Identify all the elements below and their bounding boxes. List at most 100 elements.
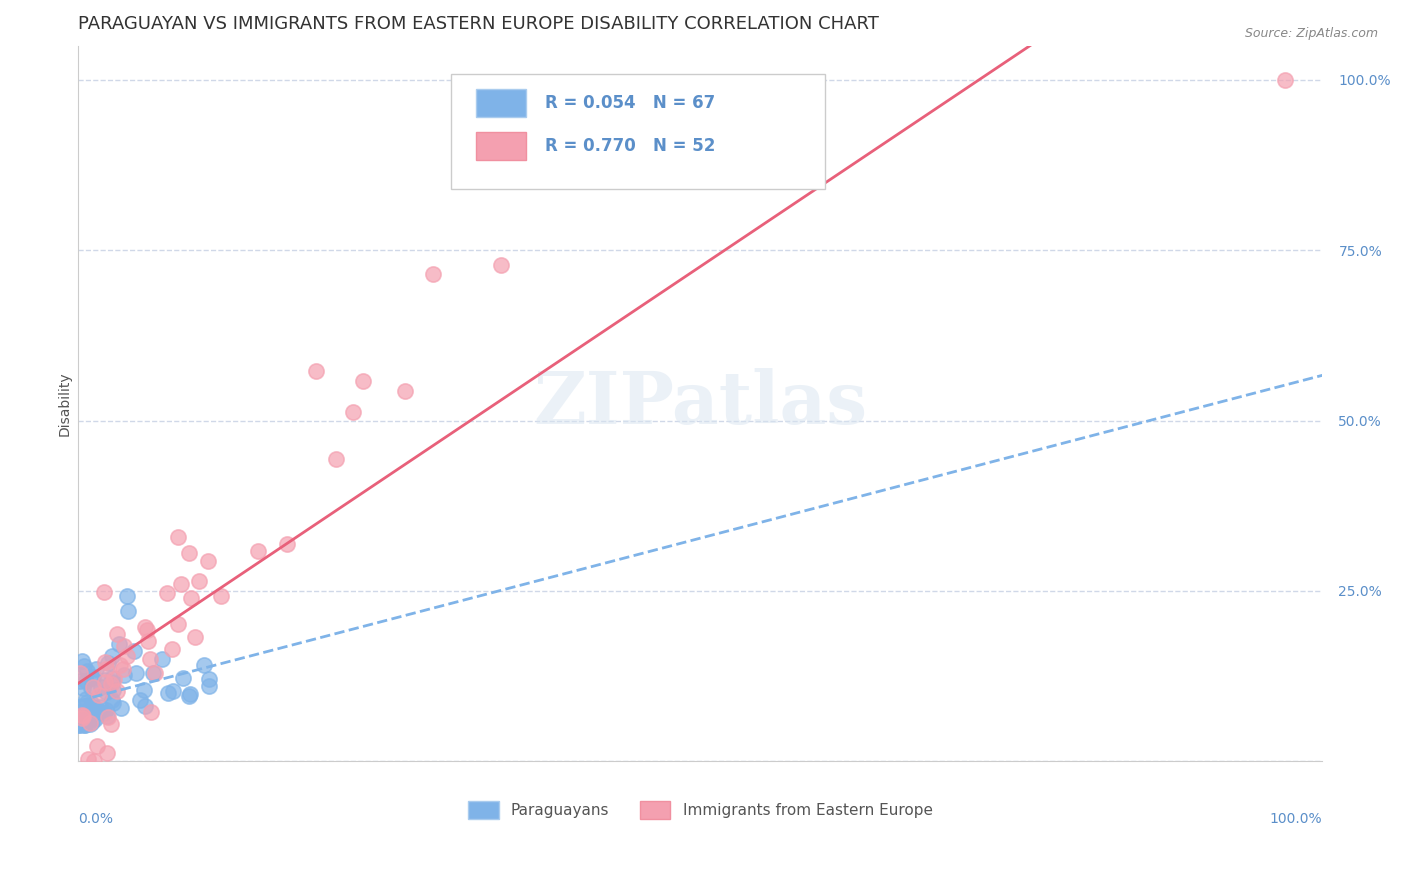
Paraguayans	[80, 672, 103, 686]
Immigrants from Eastern Europe	[246, 544, 269, 558]
Paraguayans	[80, 681, 103, 695]
Paraguayans	[80, 699, 103, 714]
Immigrants from Eastern Europe	[180, 591, 202, 605]
Immigrants from Eastern Europe	[136, 633, 159, 648]
Immigrants from Eastern Europe	[69, 665, 91, 680]
Immigrants from Eastern Europe	[87, 689, 110, 703]
Immigrants from Eastern Europe	[96, 747, 118, 761]
Paraguayans	[132, 682, 155, 697]
Immigrants from Eastern Europe	[325, 451, 347, 466]
Paraguayans	[75, 691, 97, 706]
Paraguayans	[84, 712, 107, 726]
Paraguayans	[128, 693, 150, 707]
Paraguayans	[124, 665, 146, 680]
Paraguayans	[101, 671, 124, 685]
Paraguayans	[75, 707, 97, 722]
Immigrants from Eastern Europe	[197, 554, 219, 568]
Paraguayans	[179, 688, 201, 702]
Immigrants from Eastern Europe	[209, 589, 232, 603]
Immigrants from Eastern Europe	[167, 616, 190, 631]
Immigrants from Eastern Europe	[72, 711, 94, 725]
Paraguayans	[172, 671, 194, 685]
Immigrants from Eastern Europe	[112, 662, 135, 676]
Paraguayans	[101, 649, 124, 664]
Paraguayans	[97, 657, 120, 671]
Immigrants from Eastern Europe	[93, 585, 115, 599]
Paraguayans	[69, 673, 91, 688]
Paraguayans	[89, 704, 111, 718]
Paraguayans	[198, 673, 221, 687]
Paraguayans	[86, 661, 108, 675]
Immigrants from Eastern Europe	[394, 384, 416, 398]
Paraguayans	[179, 689, 201, 703]
Text: 100.0%: 100.0%	[1270, 812, 1323, 825]
Y-axis label: Disability: Disability	[58, 371, 72, 436]
Paraguayans	[79, 717, 101, 731]
Paraguayans	[193, 658, 215, 673]
Paraguayans	[93, 706, 115, 721]
Text: R = 0.054   N = 67: R = 0.054 N = 67	[544, 94, 716, 112]
Paraguayans	[80, 714, 103, 729]
Immigrants from Eastern Europe	[135, 624, 157, 638]
Paraguayans	[67, 718, 90, 732]
Immigrants from Eastern Europe	[105, 627, 128, 641]
Paraguayans	[100, 692, 122, 706]
Text: ZIPatlas: ZIPatlas	[533, 368, 868, 439]
Paraguayans	[75, 711, 97, 725]
Immigrants from Eastern Europe	[83, 754, 105, 768]
Immigrants from Eastern Europe	[139, 705, 162, 719]
Paraguayans	[122, 644, 145, 658]
Immigrants from Eastern Europe	[170, 577, 193, 591]
Immigrants from Eastern Europe	[105, 684, 128, 698]
Immigrants from Eastern Europe	[179, 546, 201, 560]
Immigrants from Eastern Europe	[276, 537, 298, 551]
Paraguayans	[117, 589, 139, 603]
Paraguayans	[156, 686, 179, 700]
Paraguayans	[75, 673, 97, 688]
Immigrants from Eastern Europe	[166, 529, 188, 543]
Immigrants from Eastern Europe	[94, 674, 117, 689]
Paraguayans	[162, 683, 184, 698]
Paraguayans	[70, 716, 93, 731]
Immigrants from Eastern Europe	[82, 680, 104, 694]
Paraguayans	[110, 700, 132, 714]
Paraguayans	[107, 637, 129, 651]
Immigrants from Eastern Europe	[86, 739, 108, 754]
Immigrants from Eastern Europe	[138, 652, 160, 666]
Paraguayans	[94, 685, 117, 699]
Immigrants from Eastern Europe	[94, 662, 117, 676]
Immigrants from Eastern Europe	[305, 364, 328, 378]
Immigrants from Eastern Europe	[103, 672, 125, 686]
Text: R = 0.770   N = 52: R = 0.770 N = 52	[544, 136, 716, 155]
Paraguayans	[75, 696, 97, 710]
Paraguayans	[75, 717, 97, 731]
Paraguayans	[79, 713, 101, 727]
Paraguayans	[134, 698, 156, 713]
Paraguayans	[83, 701, 105, 715]
Paraguayans	[197, 679, 219, 693]
Paraguayans	[112, 667, 135, 681]
Paraguayans	[79, 710, 101, 724]
Paraguayans	[73, 707, 96, 722]
Immigrants from Eastern Europe	[1274, 72, 1296, 87]
Paraguayans	[117, 604, 139, 618]
Paraguayans	[101, 696, 124, 710]
Paraguayans	[67, 718, 90, 732]
Paraguayans	[96, 709, 118, 723]
Immigrants from Eastern Europe	[76, 752, 98, 766]
Paraguayans	[69, 705, 91, 719]
Immigrants from Eastern Europe	[115, 648, 138, 663]
Immigrants from Eastern Europe	[342, 405, 364, 419]
FancyBboxPatch shape	[477, 88, 526, 117]
Paraguayans	[150, 652, 173, 666]
Paraguayans	[89, 700, 111, 714]
Text: Source: ZipAtlas.com: Source: ZipAtlas.com	[1244, 27, 1378, 40]
Paraguayans	[72, 681, 94, 695]
Immigrants from Eastern Europe	[70, 708, 93, 723]
Paraguayans	[69, 716, 91, 731]
Paraguayans	[70, 654, 93, 668]
FancyBboxPatch shape	[477, 131, 526, 161]
Immigrants from Eastern Europe	[188, 574, 211, 588]
Immigrants from Eastern Europe	[108, 657, 131, 672]
Immigrants from Eastern Europe	[143, 665, 166, 680]
